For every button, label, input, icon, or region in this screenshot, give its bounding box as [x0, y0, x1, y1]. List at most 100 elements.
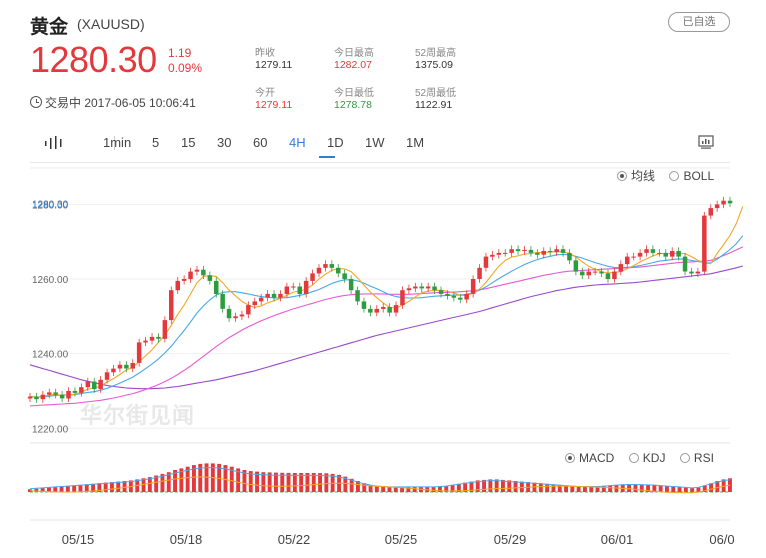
macd-bar — [721, 479, 726, 492]
macd-bar — [438, 486, 442, 492]
candle-body — [226, 308, 232, 319]
candle-body — [554, 249, 559, 253]
change-percent: 0.09% — [168, 61, 203, 75]
macd-bar — [236, 468, 241, 492]
macd-bar — [690, 488, 695, 492]
candle-body — [297, 286, 302, 294]
timeframe-4h[interactable]: 4H — [289, 135, 306, 150]
candle-body — [329, 264, 335, 268]
macd-bar — [463, 482, 468, 492]
candle-body — [239, 314, 245, 317]
chart-type-icon[interactable] — [44, 136, 64, 150]
macd-bar — [677, 487, 682, 493]
boll-option[interactable]: BOLL — [669, 169, 714, 183]
trade-status-text: 交易中 2017-06-05 10:06:41 — [45, 96, 196, 110]
timeframe-15[interactable]: 15 — [181, 135, 196, 150]
candle-body — [303, 280, 309, 294]
macd-bar — [362, 483, 367, 492]
macd-bar — [639, 484, 644, 492]
candle-body — [265, 293, 270, 298]
candle-body — [130, 363, 135, 369]
macd-bar — [557, 484, 562, 493]
timeframe-30[interactable]: 30 — [217, 135, 232, 150]
stat-label: 52周最高 — [415, 48, 457, 59]
macd-bar — [494, 479, 499, 492]
radio-checked-icon — [565, 453, 575, 463]
macd-bar — [267, 472, 272, 492]
macd-bar — [488, 479, 493, 492]
stat-value: 1282.07 — [334, 59, 372, 71]
ma-option[interactable]: 均线 — [617, 169, 655, 183]
macd-bar — [507, 480, 512, 492]
macd-bar — [324, 473, 329, 492]
last-price: 1280.30 — [30, 39, 157, 80]
macd-bar — [456, 483, 461, 493]
candle-body — [156, 336, 161, 339]
candle-body — [714, 204, 720, 209]
radio-icon — [669, 171, 680, 181]
macd-bar — [59, 486, 64, 492]
trade-status: 交易中 2017-06-05 10:06:41 — [30, 94, 196, 111]
timeframe-1d[interactable]: 1D — [327, 135, 344, 150]
candle-body — [528, 249, 534, 253]
macd-bar — [393, 487, 398, 493]
macd-bar — [658, 485, 663, 492]
ma-option-label: 均线 — [631, 169, 656, 183]
candle-body — [721, 200, 726, 205]
candle-body — [644, 249, 649, 253]
candle-body — [458, 297, 463, 300]
stat-day-high: 今日最高 1282.07 — [334, 44, 374, 71]
macd-bar — [595, 486, 600, 492]
macd-bar — [53, 487, 58, 493]
candle-body — [355, 290, 360, 302]
macd-bar — [72, 485, 77, 492]
candle-body — [650, 249, 656, 253]
macd-bar — [97, 483, 102, 492]
radio-icon — [679, 453, 690, 463]
candle-body — [194, 269, 200, 272]
macd-option[interactable]: MACD — [565, 451, 614, 465]
timeframe-5[interactable]: 5 — [152, 135, 160, 150]
stat-52w-high: 52周最高 1375.09 — [415, 44, 456, 71]
macd-bar — [154, 475, 159, 492]
macd-bar — [204, 463, 209, 492]
macd-bar — [665, 485, 669, 492]
macd-bar — [614, 484, 619, 493]
candle-body — [400, 290, 405, 306]
kdj-option[interactable]: KDJ — [628, 451, 665, 465]
candle-body — [631, 256, 636, 258]
macd-bar — [255, 471, 259, 492]
candle-body — [605, 273, 611, 279]
candle-body — [246, 305, 251, 315]
overlay-toggle: 均线 BOLL — [617, 167, 714, 185]
timeframe-1m[interactable]: 1M — [406, 135, 425, 150]
rsi-option[interactable]: RSI — [679, 451, 714, 465]
watchlist-button[interactable]: 已自选 — [668, 12, 730, 32]
candle-body — [470, 279, 476, 294]
toolbar-divider — [114, 136, 115, 150]
candle-body — [625, 256, 630, 265]
instrument-symbol: (XAUUSD) — [77, 16, 145, 32]
candle-body — [670, 251, 675, 257]
macd-bar — [671, 486, 676, 492]
candle-body — [393, 305, 399, 313]
timeframe-1w[interactable]: 1W — [365, 135, 385, 150]
timeframe-60[interactable]: 60 — [253, 135, 268, 150]
candle-body — [316, 267, 322, 274]
candle-body — [425, 286, 431, 289]
candle-body — [490, 254, 495, 257]
candle-body — [162, 320, 168, 339]
candle-body — [612, 271, 617, 280]
macd-bar — [519, 481, 524, 492]
screenshot-icon[interactable] — [698, 134, 714, 150]
stat-label: 今日最低 — [334, 88, 374, 99]
candle-body — [676, 251, 681, 257]
candle-body — [573, 260, 579, 272]
candle-body — [663, 252, 668, 257]
candle-body — [535, 252, 540, 255]
timeframe-1min[interactable]: 1min — [103, 135, 132, 150]
macd-bar — [683, 487, 688, 492]
macd-bar — [431, 487, 436, 493]
macd-bar — [28, 489, 32, 493]
